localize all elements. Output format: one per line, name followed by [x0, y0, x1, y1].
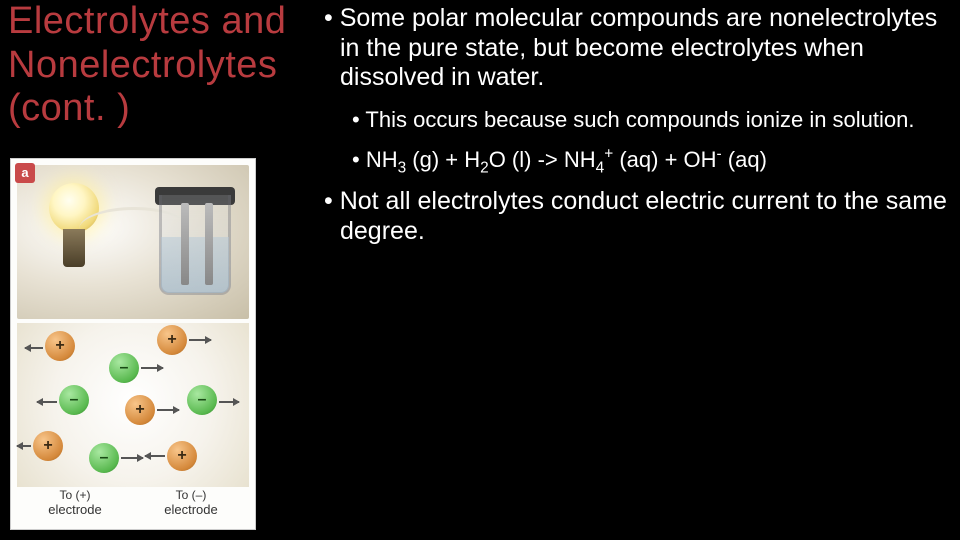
- arrow-icon: [219, 401, 239, 403]
- arrow-icon: [17, 445, 31, 447]
- eq-sub: 3: [398, 159, 407, 176]
- eq-part: (aq) + OH: [613, 147, 716, 172]
- arrow-icon: [141, 367, 163, 369]
- arrow-icon: [25, 347, 43, 349]
- cation-icon: +: [45, 331, 75, 361]
- eq-sup: +: [604, 146, 613, 163]
- eq-sub: 4: [596, 159, 605, 176]
- ion-diagram: ++––+–+–+: [17, 323, 249, 487]
- cation-icon: +: [125, 395, 155, 425]
- label-left: To (+) electrode: [17, 489, 133, 525]
- bullet-1: Some polar molecular compounds are nonel…: [310, 4, 950, 93]
- figure-badge: a: [15, 163, 35, 183]
- figure-electrolyte: a ++––+–+–+ To (+) electrode To (–) elec…: [10, 158, 256, 530]
- eq-part: (g) + H: [406, 147, 480, 172]
- label-left-el: electrode: [17, 503, 133, 518]
- label-left-to: To (+): [17, 489, 133, 503]
- eq-sub: 2: [480, 159, 489, 176]
- water-icon: [161, 237, 229, 293]
- cation-icon: +: [167, 441, 197, 471]
- arrow-icon: [121, 457, 143, 459]
- bullet-3-equation: NH3 (g) + H2O (l) -> NH4+ (aq) + OH- (aq…: [310, 147, 950, 173]
- eq-part: O (l) -> NH: [489, 147, 596, 172]
- electrode-icon: [181, 203, 189, 285]
- figure-photo: [17, 165, 249, 319]
- content-area: Some polar molecular compounds are nonel…: [310, 4, 950, 260]
- anion-icon: –: [59, 385, 89, 415]
- eq-part: (aq): [722, 147, 767, 172]
- label-right: To (–) electrode: [133, 489, 249, 525]
- bullet-2: This occurs because such compounds ioniz…: [310, 107, 950, 133]
- arrow-icon: [189, 339, 211, 341]
- cation-icon: +: [33, 431, 63, 461]
- bullet-4: Not all electrolytes conduct electric cu…: [310, 187, 950, 246]
- label-right-to: To (–): [133, 489, 249, 503]
- anion-icon: –: [89, 443, 119, 473]
- anion-icon: –: [109, 353, 139, 383]
- electrode-icon: [205, 203, 213, 285]
- arrow-icon: [37, 401, 57, 403]
- eq-part: NH: [366, 147, 398, 172]
- electrode-labels: To (+) electrode To (–) electrode: [17, 489, 249, 525]
- slide-title: Electrolytes and Nonelectrolytes (cont. …: [8, 0, 298, 131]
- label-right-el: electrode: [133, 503, 249, 518]
- arrow-icon: [157, 409, 179, 411]
- slide: Electrolytes and Nonelectrolytes (cont. …: [0, 0, 960, 540]
- arrow-icon: [145, 455, 165, 457]
- anion-icon: –: [187, 385, 217, 415]
- cation-icon: +: [157, 325, 187, 355]
